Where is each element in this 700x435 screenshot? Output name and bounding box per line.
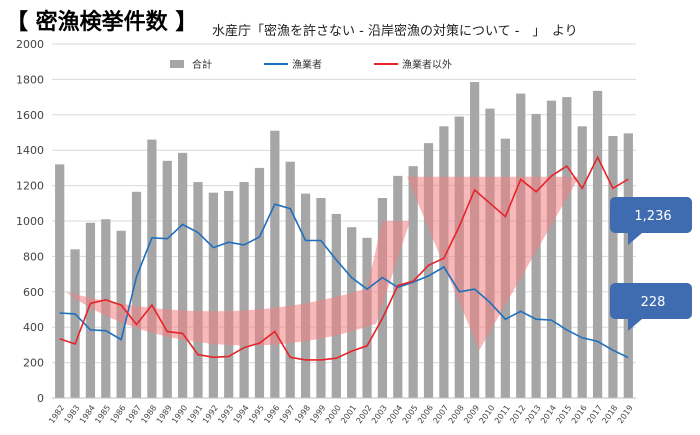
bar-1999: [316, 197, 326, 398]
x-tick-label: 1986: [109, 403, 128, 425]
x-tick-label: 2009: [462, 403, 481, 425]
bar-1990: [178, 152, 188, 398]
trend-arrow-up: [65, 221, 411, 346]
x-tick-label: 1993: [216, 403, 235, 425]
x-tick-label: 1997: [278, 403, 297, 425]
bar-2017: [592, 90, 603, 398]
y-tick-label: 200: [23, 357, 44, 370]
legend-swatch: [170, 60, 184, 68]
x-tick-label: 2016: [570, 403, 589, 425]
x-tick-label: 2007: [431, 403, 450, 425]
bar-1993: [224, 190, 234, 398]
callout-label: 228: [641, 295, 666, 310]
x-tick-label: 1991: [186, 403, 205, 425]
x-tick-label: 1985: [93, 403, 112, 425]
x-tick-label: 1998: [293, 403, 312, 425]
bar-1983: [70, 249, 80, 398]
y-tick-label: 400: [23, 321, 44, 334]
bar-1992: [208, 192, 218, 398]
legend-label: 合計: [192, 58, 212, 71]
legend-label: 漁業者以外: [402, 58, 452, 71]
y-tick-label: 2000: [16, 38, 44, 51]
chart-title: 【 密漁検挙件数 】: [6, 10, 198, 35]
bar-1988: [147, 139, 157, 398]
chart-source-note: 水産庁「密漁を許さない - 沿岸密漁の対策について - 」 より: [212, 24, 578, 39]
callout-tail: [628, 319, 642, 331]
callout-label: 1,236: [634, 209, 671, 224]
x-tick-label: 1987: [124, 403, 143, 425]
line-series: [59, 155, 629, 361]
line-漁業者: [59, 203, 629, 359]
x-tick-label: 2017: [585, 403, 604, 425]
bar-1984: [85, 222, 96, 398]
bar-2016: [577, 126, 587, 399]
x-tick-label: 1989: [155, 403, 174, 425]
bar-2015: [562, 97, 572, 398]
y-tick-label: 1400: [16, 144, 44, 157]
callout-tail: [628, 233, 642, 245]
x-tick-label: 1984: [78, 403, 97, 425]
x-tick-label: 2011: [493, 403, 512, 425]
bar-1989: [162, 160, 172, 398]
y-tick-label: 800: [23, 250, 44, 263]
x-tick-label: 1988: [139, 403, 158, 425]
x-tick-label: 1999: [308, 403, 327, 425]
x-tick-label: 1992: [201, 403, 220, 425]
callout-bubble: [610, 197, 692, 233]
x-tick-label: 2014: [539, 403, 558, 425]
trend-arrows: [65, 176, 580, 351]
y-tick-label: 1600: [16, 109, 44, 122]
bar-1995: [254, 167, 265, 398]
y-tick-label: 600: [23, 286, 44, 299]
bar-1991: [193, 182, 203, 398]
bar-2018: [608, 136, 618, 399]
x-tick-label: 2003: [370, 403, 389, 425]
callout-1,236: 1,236: [610, 197, 692, 245]
x-tick-label: 1982: [47, 403, 66, 425]
x-tick-label: 2006: [416, 403, 435, 425]
y-tick-label: 1000: [16, 215, 44, 228]
bar-2019: [623, 133, 633, 398]
legend: 合計 漁業者 漁業者以外: [170, 58, 452, 71]
x-tick-label: 2019: [616, 403, 635, 425]
bar-1997: [285, 161, 295, 398]
x-tick-label: 2002: [355, 403, 374, 425]
x-tick-label: 2000: [324, 403, 343, 425]
x-tick-label: 2005: [401, 403, 420, 425]
bar-1987: [131, 191, 142, 398]
bar-1996: [270, 130, 280, 399]
legend-label: 漁業者: [292, 58, 322, 71]
x-tick-label: 2018: [600, 403, 619, 425]
y-tick-label: 1800: [16, 73, 44, 86]
callout-bubble: [610, 283, 692, 319]
x-tick-label: 1996: [262, 403, 281, 425]
bar-1994: [239, 182, 249, 398]
x-tick-label: 2004: [385, 403, 404, 425]
x-tick-label: 2015: [554, 403, 573, 425]
line-漁業者以外: [59, 155, 629, 361]
bar-2013: [531, 113, 541, 398]
callout-228: 228: [610, 283, 692, 331]
bar-2006: [423, 143, 434, 398]
x-tick-label: 1994: [232, 403, 251, 425]
bar-series-total: [55, 82, 633, 399]
trend-arrow-down: [407, 176, 580, 351]
y-tick-label: 1200: [16, 180, 44, 193]
bar-1998: [300, 193, 311, 398]
x-tick-label: 2008: [447, 403, 466, 425]
bar-2014: [546, 100, 557, 398]
x-tick-label: 2012: [508, 403, 527, 425]
x-tick-label: 2001: [339, 403, 358, 425]
x-tick-label: 2013: [524, 403, 543, 425]
x-tick-label: 2010: [478, 403, 497, 425]
callouts: 1,236 228: [610, 197, 692, 331]
x-tick-label: 1990: [170, 403, 189, 425]
y-tick-label: 0: [37, 392, 44, 405]
x-tick-label: 1983: [63, 403, 82, 425]
x-tick-label: 1995: [247, 403, 266, 425]
bar-1982: [55, 164, 65, 398]
